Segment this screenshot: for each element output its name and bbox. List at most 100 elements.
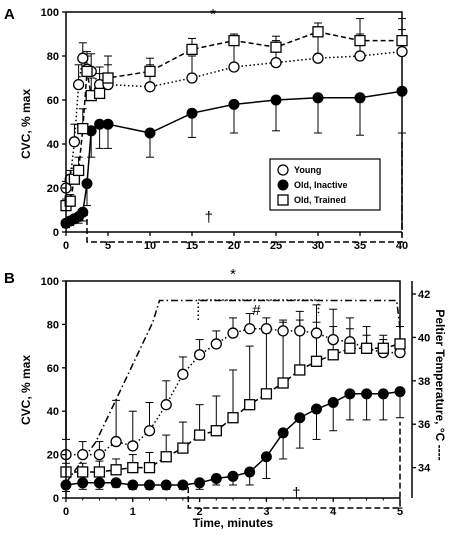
data-point-old-inactive bbox=[228, 98, 240, 110]
data-point-old-inactive bbox=[277, 427, 289, 439]
data-point-young bbox=[127, 440, 139, 452]
data-point-old-trained bbox=[110, 464, 122, 476]
significance-bracket-top bbox=[66, 11, 403, 230]
y-tick-label: 40 bbox=[47, 139, 59, 151]
data-point-old-trained bbox=[396, 34, 408, 47]
data-point-old-inactive bbox=[127, 479, 139, 491]
y2-tick-label: 34 bbox=[418, 463, 431, 475]
data-point-old-inactive bbox=[160, 479, 172, 491]
data-point-old-trained bbox=[72, 164, 85, 177]
significance-bracket-bottom bbox=[86, 139, 403, 243]
y-tick-label: 0 bbox=[53, 493, 59, 505]
data-point-young bbox=[327, 333, 339, 346]
x-tick-label: 40 bbox=[396, 240, 408, 252]
x-tick-label: 30 bbox=[312, 240, 324, 252]
data-point-young bbox=[186, 72, 198, 84]
y-tick-label: 100 bbox=[41, 7, 59, 19]
panel-a-axes: 0 20 40 60 80 100 0 5 10 15 20 25 30 35 40 bbox=[41, 7, 408, 252]
x-tick-label: 25 bbox=[270, 240, 282, 252]
data-point-old-inactive bbox=[177, 479, 189, 491]
data-point-old-trained bbox=[344, 342, 356, 354]
data-point-old-inactive bbox=[210, 472, 222, 484]
data-point-young bbox=[294, 325, 306, 337]
data-point-young bbox=[277, 325, 289, 337]
panel-b-xlabel: Time, minutes bbox=[193, 516, 274, 530]
data-point-old-inactive bbox=[186, 107, 198, 119]
data-point-old-inactive bbox=[194, 477, 206, 489]
data-point-old-trained bbox=[270, 41, 282, 53]
data-point-old-trained bbox=[64, 195, 76, 207]
x-tick-label: 5 bbox=[397, 506, 403, 518]
data-point-old-inactive bbox=[93, 477, 105, 489]
y-tick-label: 60 bbox=[47, 363, 59, 375]
y2-tick-label: 42 bbox=[418, 289, 430, 301]
data-point-young bbox=[160, 399, 172, 411]
x-tick-label: 3 bbox=[263, 506, 269, 518]
x-tick-label: 0 bbox=[63, 240, 69, 252]
y-tick-label: 0 bbox=[53, 227, 59, 239]
data-point-old-trained bbox=[360, 342, 373, 354]
data-point-young bbox=[110, 435, 122, 448]
data-point-old-trained bbox=[228, 34, 240, 47]
data-point-young bbox=[210, 338, 222, 350]
data-point-old-inactive bbox=[312, 92, 324, 104]
temperature-line bbox=[65, 299, 401, 484]
data-point-young bbox=[312, 52, 324, 64]
data-point-old-trained bbox=[327, 349, 339, 361]
data-point-old-inactive bbox=[110, 477, 122, 489]
data-point-old-trained bbox=[186, 43, 198, 56]
data-point-old-inactive bbox=[144, 479, 155, 491]
data-point-old-trained bbox=[193, 429, 206, 441]
data-point-young bbox=[68, 136, 81, 148]
data-point-young bbox=[72, 78, 85, 91]
legend-label: Young bbox=[294, 165, 321, 175]
data-point-young bbox=[77, 52, 89, 64]
data-point-young bbox=[93, 448, 106, 461]
y-tick-label: 40 bbox=[47, 406, 59, 418]
data-point-old-trained bbox=[143, 461, 156, 474]
legend-marker bbox=[277, 194, 289, 206]
data-point-old-trained bbox=[177, 442, 189, 454]
data-point-old-inactive bbox=[227, 470, 239, 482]
data-point-old-trained bbox=[77, 122, 89, 135]
data-point-young bbox=[270, 56, 282, 69]
panel-b-ylabel: CVC, % max bbox=[19, 355, 33, 425]
data-point-old-inactive bbox=[77, 206, 89, 218]
significance-dagger: † bbox=[292, 485, 300, 502]
y-tick-label: 80 bbox=[47, 51, 59, 63]
data-point-old-inactive bbox=[344, 388, 356, 400]
data-point-young bbox=[143, 425, 156, 437]
data-point-old-trained bbox=[227, 412, 239, 424]
data-point-old-trained bbox=[93, 466, 106, 478]
data-point-old-inactive bbox=[377, 388, 389, 400]
data-point-young bbox=[228, 61, 240, 73]
data-point-young bbox=[260, 323, 273, 335]
data-point-old-trained bbox=[77, 466, 89, 478]
data-point-old-inactive bbox=[77, 477, 89, 489]
data-point-old-trained bbox=[354, 34, 366, 47]
y-tick-label: 20 bbox=[47, 183, 59, 195]
data-point-old-trained bbox=[394, 338, 406, 350]
y-tick-label: 80 bbox=[47, 319, 59, 331]
x-tick-label: 1 bbox=[130, 506, 136, 518]
significance-star: * bbox=[210, 6, 216, 23]
data-point-young bbox=[193, 349, 206, 361]
data-point-old-inactive bbox=[396, 85, 408, 97]
data-point-old-trained bbox=[312, 26, 324, 38]
data-point-old-trained bbox=[244, 399, 256, 411]
data-point-young bbox=[396, 45, 408, 58]
data-point-young bbox=[227, 327, 239, 339]
data-point-young bbox=[310, 327, 323, 339]
significance-dagger: † bbox=[205, 209, 213, 226]
data-point-old-inactive bbox=[270, 94, 282, 106]
x-tick-label: 15 bbox=[186, 240, 198, 252]
x-tick-label: 2 bbox=[197, 506, 203, 518]
significance-star: * bbox=[230, 266, 236, 283]
x-tick-label: 4 bbox=[330, 506, 337, 518]
panel-a-ylabel: CVC, % max bbox=[19, 89, 33, 159]
legend-label: Old, Inactive bbox=[294, 180, 348, 190]
data-point-old-trained bbox=[377, 342, 389, 354]
